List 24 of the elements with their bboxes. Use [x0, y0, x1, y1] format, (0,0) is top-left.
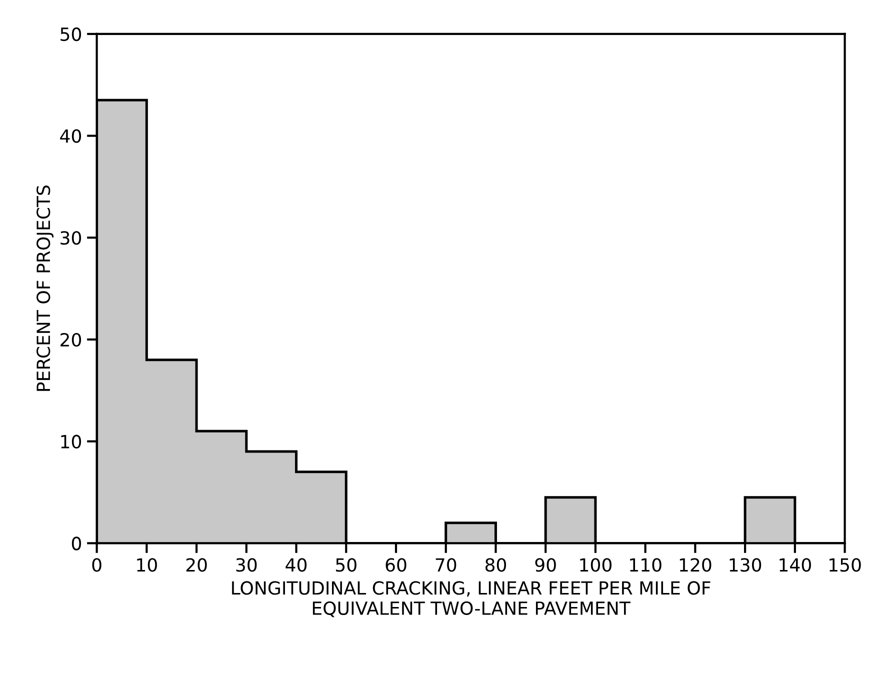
x-tick-label: 60	[386, 558, 406, 572]
x-tick-label: 120	[680, 558, 712, 572]
x-tick-label: 150	[830, 558, 861, 572]
x-tick-label: 70	[436, 558, 456, 572]
x-axis-title: LONGITUDINAL CRACKING, LINEAR FEET PER MILE OF EQUIVALENT TWO-LANE PAVEMENT	[232, 581, 710, 618]
x-tick-label: 50	[336, 558, 356, 572]
y-tick-label: 50	[60, 27, 82, 42]
y-tick-label: 40	[60, 129, 82, 143]
y-axis-title: PERCENT OF PROJECTS	[36, 186, 54, 391]
x-tick-label: 20	[186, 558, 207, 572]
y-tick-label: 10	[61, 434, 82, 448]
x-tick-label: 90	[535, 558, 556, 572]
x-tick-label: 0	[92, 558, 102, 572]
x-tick-label: 110	[630, 558, 662, 572]
x-tick-label: 100	[580, 558, 612, 572]
y-tick-label: 0	[72, 536, 82, 550]
x-tick-label: 80	[485, 558, 506, 572]
x-tick-label: 30	[236, 558, 257, 572]
x-tick-label: 130	[730, 558, 762, 572]
x-tick-label: 140	[780, 558, 811, 572]
x-tick-label: 40	[286, 558, 307, 572]
y-tick-label: 30	[60, 231, 82, 245]
y-tick-label: 20	[60, 332, 82, 347]
x-tick-label: 10	[137, 558, 157, 572]
